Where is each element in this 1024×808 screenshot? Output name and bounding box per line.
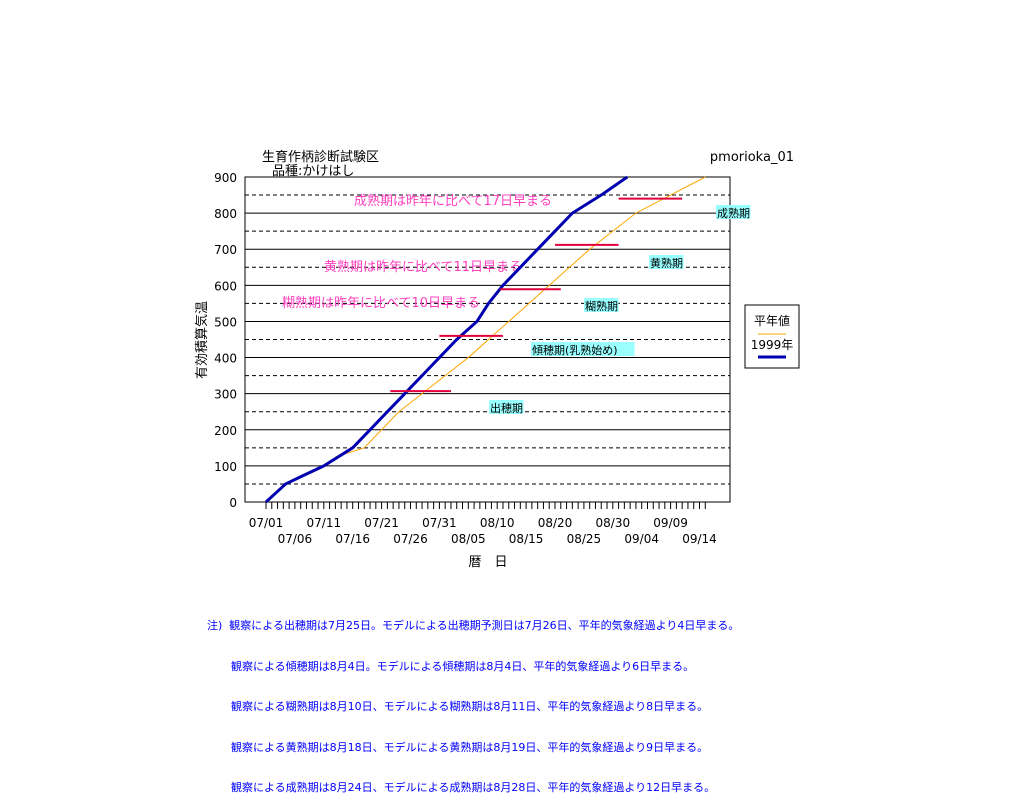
y-tick-label: 400 xyxy=(214,352,237,366)
x-tick-label: 08/20 xyxy=(538,516,573,530)
stage-label-bg xyxy=(489,400,524,414)
x-tick-label: 07/21 xyxy=(364,516,399,530)
note-prefix: 注) xyxy=(207,619,223,632)
stage-label-bg xyxy=(531,342,635,356)
stage-label: 糊熟期 xyxy=(584,298,619,313)
stage-label-bg xyxy=(649,255,684,269)
note-line: 観察による傾穂期は8月4日。モデルによる傾穂期は8月4日、平年的気象経過より6日… xyxy=(231,659,695,673)
x-tick-label: 07/26 xyxy=(393,532,428,546)
y-tick-label: 0 xyxy=(229,496,237,510)
x-tick-label: 08/15 xyxy=(509,532,544,546)
stage-label-text: 傾穂期(乳熟始め) xyxy=(532,343,618,357)
y-tick-label: 800 xyxy=(214,207,237,221)
x-tick-label: 08/05 xyxy=(451,532,486,546)
axes: 0 100 200 300 400 500 600 700 800 900 07/01 07/11 07… xyxy=(214,171,717,546)
series-1999-line xyxy=(264,175,629,504)
legend: 平年値 1999年 xyxy=(744,304,800,369)
y-tick-label: 900 xyxy=(214,171,237,185)
code-label: pmorioka_01 xyxy=(710,150,794,165)
series-lines xyxy=(264,175,706,504)
x-tick-label: 08/10 xyxy=(480,516,515,530)
y-tick-label: 700 xyxy=(214,243,237,257)
y-axis-label: 有効積算気温 xyxy=(194,301,210,379)
stage-label-text: 成熟期 xyxy=(717,206,750,220)
stage-label-text: 黄熟期 xyxy=(650,256,683,270)
note-line: 観察による成熟期は8月24日、モデルによる成熟期は8月28日、平年的気象経過より… xyxy=(231,781,716,794)
stage-label-text: 出穂期 xyxy=(490,401,523,415)
x-tick-label: 07/01 xyxy=(249,516,284,530)
x-tick-label: 07/31 xyxy=(422,516,457,530)
stage-label-bg xyxy=(584,298,619,312)
stage-label: 成熟期 xyxy=(716,205,751,220)
x-tick-label: 09/09 xyxy=(653,516,688,530)
x-tick-label: 08/25 xyxy=(567,532,602,546)
stage-label: 傾穂期(乳熟始め) xyxy=(531,342,635,357)
annotations: 成熟期は昨年に比べて17日早まる黄熟期は昨年に比べて11日早まる糊熟期は昨年に比… xyxy=(282,193,552,311)
notes: 注) 観察による出穂期は7月25日。モデルによる出穂期予測日は7月26日、平年的… xyxy=(207,592,739,808)
y-tick-label: 100 xyxy=(214,460,237,474)
x-tick-label: 07/11 xyxy=(307,516,342,530)
y-tick-label: 300 xyxy=(214,388,237,402)
y-tick-label: 500 xyxy=(214,315,237,329)
x-tick-label: 09/14 xyxy=(682,532,717,546)
y-tick-label: 200 xyxy=(214,424,237,438)
legend-label-normal: 平年値 xyxy=(754,313,790,328)
note-line: 観察による出穂期は7月25日。モデルによる出穂期予測日は7月26日、平年的気象経… xyxy=(229,619,740,632)
series-normal-line xyxy=(335,176,706,458)
x-axis-label: 暦 日 xyxy=(468,555,507,570)
legend-label-1999: 1999年 xyxy=(751,338,794,352)
annotation-text: 黄熟期は昨年に比べて11日早まる xyxy=(324,259,522,275)
x-tick-label: 08/30 xyxy=(596,516,631,530)
note-line: 観察による黄熟期は8月18日、モデルによる黄熟期は8月19日、平年的気象経過より… xyxy=(231,740,709,754)
stage-label: 出穂期 xyxy=(489,400,524,415)
stage-label-bg xyxy=(716,205,751,219)
annotation-text: 糊熟期は昨年に比べて10日早まる xyxy=(282,295,480,311)
stage-label: 黄熟期 xyxy=(649,255,684,270)
chart-subtitle: 品種:かけはし xyxy=(272,163,354,179)
x-tick-label: 07/06 xyxy=(278,532,313,546)
annotation-text: 成熟期は昨年に比べて17日早まる xyxy=(354,193,552,209)
stage-label-text: 糊熟期 xyxy=(585,299,618,313)
stage-labels: 出穂期 傾穂期(乳熟始め) 糊熟期 黄熟期 成熟期 xyxy=(489,205,751,415)
chart: 生育作柄診断試験区 品種:かけはし pmorioka_01 暦 日 有効積算気温… xyxy=(194,149,800,570)
chart-title: 生育作柄診断試験区 xyxy=(262,149,379,165)
x-tick-label: 07/16 xyxy=(335,532,370,546)
y-tick-label: 600 xyxy=(214,279,237,293)
stage-bars xyxy=(390,197,683,393)
note-line: 観察による糊熟期は8月10日、モデルによる糊熟期は8月11日、平年的気象経過より… xyxy=(231,700,709,713)
x-tick-label: 09/04 xyxy=(624,532,659,546)
grid xyxy=(244,176,731,503)
